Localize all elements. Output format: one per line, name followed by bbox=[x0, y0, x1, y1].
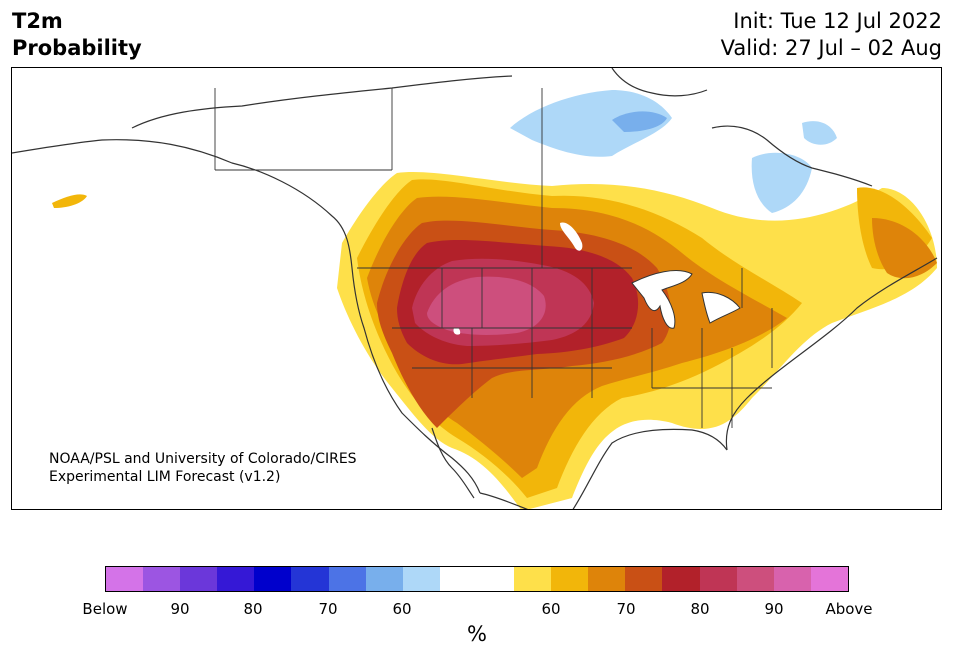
colorbar-swatch bbox=[699, 567, 737, 591]
cold-region-baffin bbox=[802, 121, 837, 145]
colorbar bbox=[105, 566, 849, 592]
colorbar-swatch bbox=[291, 567, 329, 591]
tick-label: 70 bbox=[616, 600, 636, 618]
map-title: T2m Probability bbox=[12, 8, 142, 62]
colorbar-swatch bbox=[328, 567, 366, 591]
colorbar-swatch bbox=[736, 567, 774, 591]
tick-label: Above bbox=[825, 600, 873, 618]
colorbar-swatch bbox=[402, 567, 440, 591]
political-borders bbox=[214, 88, 773, 428]
coastlines bbox=[12, 68, 938, 509]
title-type: Probability bbox=[12, 36, 142, 60]
lake-sakakawea bbox=[560, 222, 583, 251]
great-lakes bbox=[631, 270, 741, 329]
warm-70-northeast bbox=[872, 218, 937, 279]
colorbar-swatch bbox=[439, 567, 477, 591]
colorbar-swatch bbox=[551, 567, 589, 591]
cold-region-hudson bbox=[510, 90, 672, 157]
credit-line-2: Experimental LIM Forecast (v1.2) bbox=[49, 469, 281, 485]
great-salt-lake bbox=[453, 327, 461, 335]
tick-label: 80 bbox=[690, 600, 710, 618]
colorbar-swatch bbox=[476, 567, 515, 591]
source-credit: NOAA/PSL and University of Colorado/CIRE… bbox=[49, 450, 357, 486]
credit-line-1: NOAA/PSL and University of Colorado/CIRE… bbox=[49, 451, 357, 467]
colorbar-swatch bbox=[106, 567, 144, 591]
colorbar-swatch bbox=[254, 567, 292, 591]
colorbar-swatch bbox=[810, 567, 848, 591]
colorbar-unit: % bbox=[467, 622, 487, 646]
valid-date: Valid: 27 Jul – 02 Aug bbox=[720, 36, 942, 60]
tick-label: 60 bbox=[392, 600, 412, 618]
cold-region-labrador bbox=[751, 152, 812, 213]
tick-label: 90 bbox=[170, 600, 190, 618]
tick-label: 90 bbox=[764, 600, 784, 618]
colorbar-swatch bbox=[217, 567, 255, 591]
tick-label: 70 bbox=[318, 600, 338, 618]
title-variable: T2m bbox=[12, 9, 63, 33]
colorbar-swatch bbox=[662, 567, 700, 591]
tick-label: 80 bbox=[243, 600, 263, 618]
cold-core-hudson bbox=[612, 111, 667, 132]
colorbar-swatch bbox=[365, 567, 403, 591]
colorbar-swatch bbox=[773, 567, 811, 591]
tick-label: Below bbox=[82, 600, 128, 618]
warm-90-region bbox=[427, 276, 546, 335]
warm-fringe-alaska bbox=[52, 194, 87, 208]
init-date: Init: Tue 12 Jul 2022 bbox=[733, 9, 942, 33]
colorbar-swatch bbox=[588, 567, 626, 591]
tick-label: 60 bbox=[541, 600, 561, 618]
colorbar-swatch bbox=[625, 567, 663, 591]
colorbar-swatch bbox=[143, 567, 181, 591]
colorbar-swatch bbox=[514, 567, 552, 591]
map-svg bbox=[12, 68, 938, 509]
probability-map bbox=[11, 67, 942, 510]
forecast-dates: Init: Tue 12 Jul 2022 Valid: 27 Jul – 02… bbox=[721, 8, 942, 62]
colorbar-swatch bbox=[180, 567, 218, 591]
